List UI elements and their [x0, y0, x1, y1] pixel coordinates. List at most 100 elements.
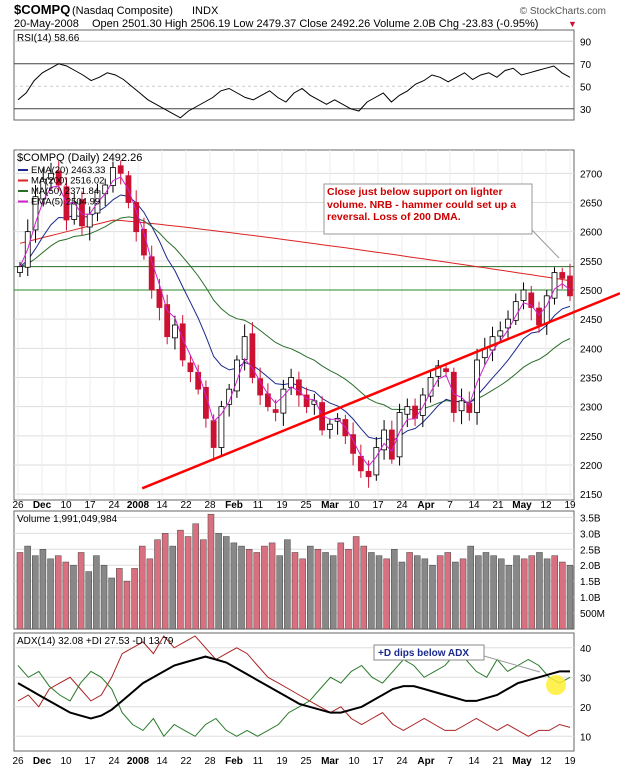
- date-tick-label: 11: [253, 756, 264, 767]
- candle-body: [257, 378, 264, 396]
- header-date: 20-May-2008: [14, 18, 79, 30]
- candle-body: [373, 447, 380, 476]
- candle-body: [520, 289, 527, 301]
- candle-body: [381, 429, 387, 451]
- volume-bar: [161, 533, 169, 630]
- price-tick-label: 2300: [580, 403, 603, 414]
- volume-bar: [444, 552, 452, 630]
- date-tick-label: 10: [348, 756, 360, 767]
- date-tick-label: 7: [447, 756, 453, 767]
- header-symbol: $COMPQ: [14, 2, 70, 17]
- date-tick-label: 25: [300, 500, 312, 511]
- volume-tick-label: 3.0B: [580, 529, 601, 540]
- candle-body: [241, 336, 248, 360]
- date-tick-label: 10: [348, 500, 360, 511]
- candle-body: [567, 275, 573, 297]
- volume-bar: [543, 558, 551, 630]
- volume-bar: [169, 545, 177, 630]
- adx-line: [17, 655, 570, 720]
- rsi-legend: RSI(14) 58.66: [17, 33, 80, 44]
- date-tick-label: 7: [447, 500, 453, 511]
- date-tick-label: 17: [84, 756, 96, 767]
- candle-body: [210, 420, 217, 448]
- volume-bar: [261, 545, 268, 630]
- date-tick-label: 22: [180, 756, 192, 767]
- candle-body: [365, 471, 372, 478]
- candle-body: [466, 402, 473, 413]
- date-tick-label: 2008: [127, 500, 150, 511]
- volume-bar: [383, 558, 390, 630]
- price-tick-label: 2150: [580, 490, 603, 501]
- candle-body: [528, 292, 535, 308]
- volume-bar: [314, 549, 322, 630]
- adx-tick-label: 40: [580, 644, 592, 655]
- candle-body: [288, 377, 295, 388]
- di-plus-line: [17, 652, 571, 738]
- candle-body: [334, 417, 341, 422]
- candle-body: [48, 172, 54, 180]
- volume-bar: [406, 552, 413, 630]
- volume-bar: [475, 555, 482, 630]
- volume-tick-label: 1.5B: [580, 577, 601, 588]
- date-tick-label: 26: [12, 500, 24, 511]
- candle-body: [458, 400, 465, 412]
- volume-bar: [368, 552, 375, 630]
- volume-bars: [16, 513, 574, 630]
- volume-bar: [299, 558, 306, 630]
- callout-text: Close just below support on lighter volu…: [327, 186, 517, 223]
- adx-tick-label: 30: [580, 673, 592, 684]
- volume-bar: [108, 577, 115, 630]
- rsi-tick-label: 70: [580, 60, 592, 71]
- candle-body: [172, 324, 178, 339]
- candle-body: [497, 330, 504, 337]
- candle-body: [295, 379, 302, 396]
- candle-body: [326, 423, 333, 430]
- date-tick-label: 24: [108, 500, 120, 511]
- volume-bar: [459, 558, 467, 630]
- candle-body: [551, 272, 558, 299]
- volume-bar: [490, 555, 497, 630]
- candle-body: [419, 394, 426, 416]
- candle-body: [474, 359, 480, 413]
- candle-body: [156, 289, 163, 308]
- candle-body: [40, 178, 47, 200]
- volume-bar: [559, 561, 566, 630]
- price-tick-label: 2700: [580, 169, 603, 180]
- candle-body: [280, 388, 287, 414]
- candle-body: [388, 429, 395, 460]
- volume-bar: [398, 561, 406, 630]
- callout-pointer: [531, 229, 560, 259]
- rsi-tick-label: 90: [580, 37, 592, 48]
- volume-legend: Volume 1,991,049,984: [17, 514, 118, 525]
- volume-bar: [230, 542, 238, 630]
- candle-body: [443, 368, 449, 373]
- volume-bar: [284, 539, 291, 630]
- candle-body: [404, 406, 411, 415]
- rsi-tick-label: 50: [580, 82, 592, 93]
- price-tick-labels: 2150 2200 2250 2300 2350 2400 2450 2500 2550 2600…: [580, 169, 603, 501]
- date-tick-label: Apr: [417, 500, 434, 511]
- volume-tick-label: 2.5B: [580, 545, 601, 556]
- volume-bar: [421, 558, 429, 630]
- candle-body: [179, 323, 186, 361]
- ma200-line: [19, 219, 571, 282]
- date-tick-label: 28: [204, 500, 216, 511]
- volume-bar: [184, 536, 192, 630]
- volume-bar: [223, 536, 230, 630]
- di-minus-line: [17, 635, 571, 737]
- volume-bar: [307, 545, 314, 630]
- candle-body: [226, 388, 233, 405]
- header-quote: Open 2501.30 High 2506.19 Low 2479.37 Cl…: [92, 18, 538, 30]
- date-tick-label: 17: [372, 500, 384, 511]
- candle-body: [187, 362, 194, 373]
- volume-bar: [337, 542, 345, 630]
- watermark: © StockCharts.com: [520, 6, 606, 17]
- volume-bar: [467, 545, 474, 630]
- volume-tick-label: 3.5B: [580, 513, 601, 524]
- volume-tick-label: 2.0B: [580, 561, 601, 572]
- volume-bar: [146, 558, 154, 630]
- candles: [17, 160, 573, 488]
- candle-body: [505, 318, 511, 329]
- candle-body: [249, 333, 256, 378]
